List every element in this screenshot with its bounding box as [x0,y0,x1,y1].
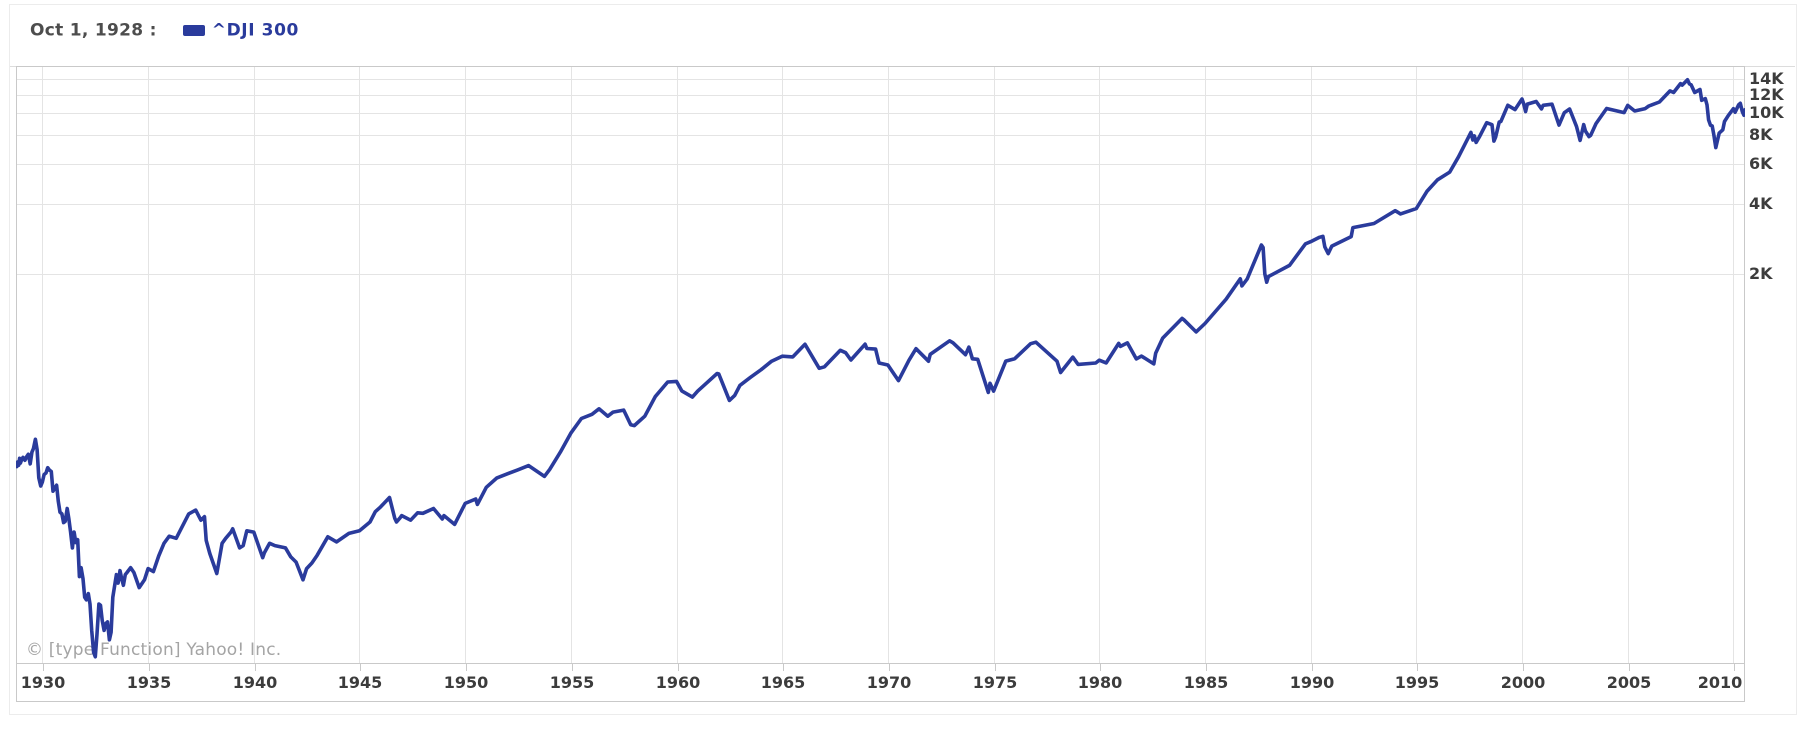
series-color-swatch-icon [182,25,205,36]
x-tick-label: 1965 [760,673,806,692]
x-tick-mark [43,664,44,671]
x-tick-label: 1995 [1394,673,1440,692]
x-tick-mark [1734,664,1735,671]
y-tick-label: 12K [1749,84,1784,104]
x-tick-mark [572,664,573,671]
x-tick-mark [1523,664,1524,671]
price-line [16,78,1745,659]
x-tick-label: 1935 [126,673,172,692]
legend-series-label: ^DJI 300 [211,20,299,41]
x-tick-mark [1417,664,1418,671]
plot-area [16,78,1745,659]
y-tick-label: 2K [1749,263,1773,283]
x-tick-label: 1930 [20,673,66,692]
plot-grid [16,66,1745,664]
x-tick-mark [678,664,679,671]
x-tick-label: 1975 [972,673,1018,692]
x-tick-mark [255,664,256,671]
x-tick-mark [783,664,784,671]
legend-date-label: Oct 1, 1928 : [30,20,157,41]
chart-legend: Oct 1, 1928 : ^DJI 300 [30,20,299,44]
x-tick-label: 2010 [1697,673,1743,692]
x-tick-label: 1985 [1183,673,1229,692]
y-tick-label: 6K [1749,153,1773,173]
x-tick-label: 1970 [866,673,912,692]
x-tick-label: 1990 [1289,673,1335,692]
y-tick-label: 4K [1749,194,1773,214]
x-tick-mark [1312,664,1313,671]
x-tick-mark [1206,664,1207,671]
x-axis: 1930 1935 1940 1945 1950 1955 1960 1965 1970 1975… [16,664,1745,702]
x-tick-mark [1629,664,1630,671]
y-tick-label: 8K [1749,125,1773,145]
x-tick-mark [889,664,890,671]
x-tick-label: 2000 [1500,673,1546,692]
x-tick-label: 2005 [1606,673,1652,692]
x-tick-label: 1945 [337,673,383,692]
x-tick-mark [360,664,361,671]
y-tick-label: 14K [1749,69,1784,89]
x-tick-mark [995,664,996,671]
x-tick-mark [149,664,150,671]
x-tick-label: 1940 [232,673,278,692]
y-tick-label: 10K [1749,102,1784,122]
x-tick-label: 1980 [1077,673,1123,692]
x-tick-mark [1100,664,1101,671]
x-tick-label: 1950 [443,673,489,692]
copyright-watermark: © [type Function] Yahoo! Inc. [26,640,282,660]
x-tick-mark [466,664,467,671]
x-tick-label: 1960 [655,673,701,692]
x-tick-label: 1955 [549,673,595,692]
